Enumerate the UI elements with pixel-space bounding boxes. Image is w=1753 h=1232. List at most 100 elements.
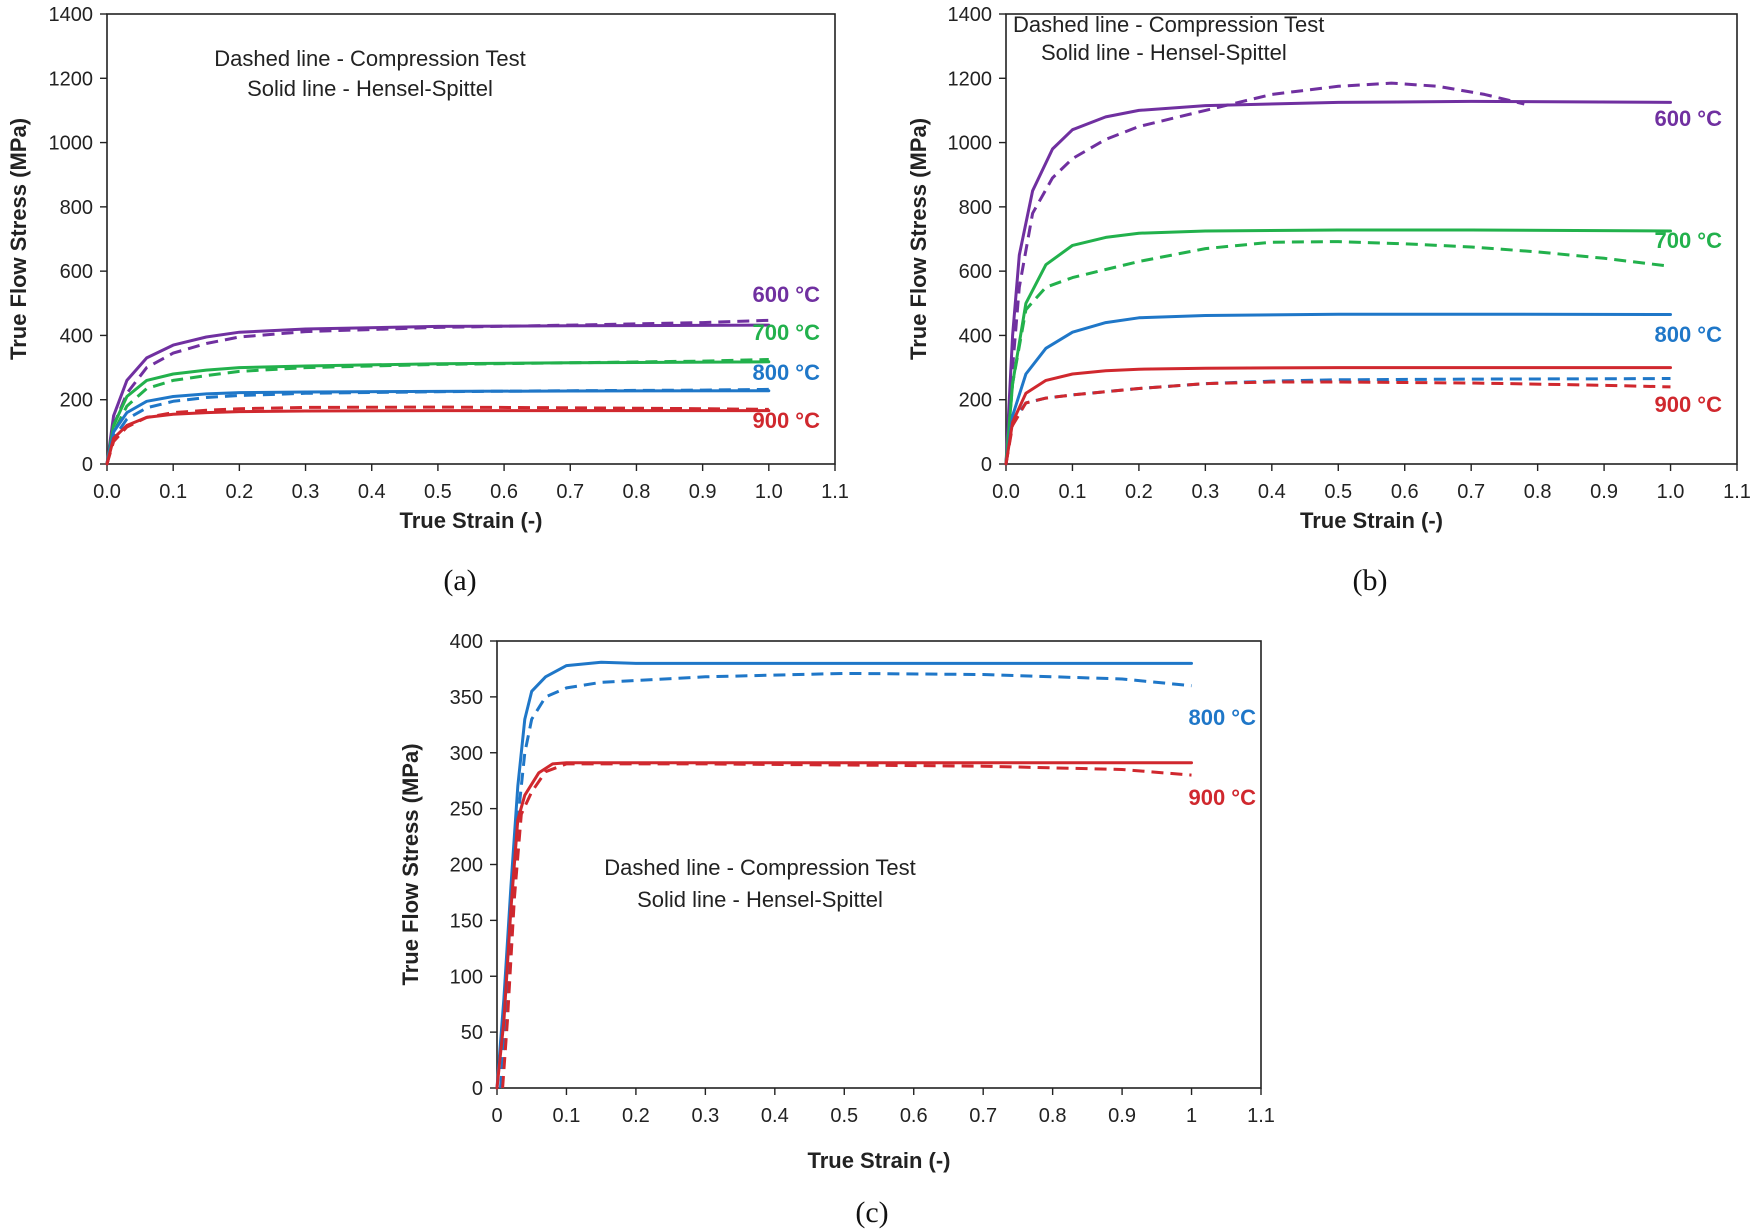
x-tick-label: 0.3	[292, 481, 320, 503]
y-axis-title: True Flow Stress (MPa)	[6, 118, 31, 360]
y-tick-label: 600	[60, 261, 93, 283]
x-tick-label: 0.6	[1391, 481, 1419, 503]
y-tick-label: 200	[450, 855, 483, 877]
series-label-600: 600 °C	[1654, 106, 1722, 131]
series-line-solid-900	[1004, 366, 1672, 466]
series-label-700: 700 °C	[1654, 228, 1722, 253]
x-tick-label: 0.8	[1524, 481, 1552, 503]
series-line-dashed-800	[1004, 377, 1671, 465]
x-tick-label: 0.1	[159, 481, 187, 503]
y-tick-label: 1200	[948, 68, 993, 90]
x-tick-label: 0.3	[1191, 481, 1219, 503]
legend-note: Dashed line - Compression Test	[1013, 12, 1324, 37]
x-tick-label: 0.3	[691, 1105, 719, 1127]
legend-note: Dashed line - Compression Test	[214, 46, 525, 71]
x-tick-label: 0.4	[358, 481, 386, 503]
x-tick-label: 0.8	[623, 481, 651, 503]
x-tick-label: 0	[491, 1105, 502, 1127]
x-tick-label: 0.7	[1457, 481, 1485, 503]
series-line-solid-900	[105, 409, 771, 466]
y-tick-label: 400	[450, 631, 483, 653]
y-tick-label: 400	[959, 325, 992, 347]
chart-a: 0.0 0.1 0.2 0.3 0.4 0.5 0.6 0.7 0.8 0.9 1.0 1.1 0 200…	[6, 4, 849, 597]
x-tick-label: 0.9	[1108, 1105, 1136, 1127]
series-line-dashed-900	[105, 405, 769, 465]
legend-note: Dashed line - Compression Test	[604, 855, 915, 880]
x-tick-label: 0.9	[1590, 481, 1618, 503]
series-line-dashed-700	[105, 358, 769, 465]
series-label-800: 800 °C	[752, 360, 820, 385]
series-label-900: 900 °C	[752, 408, 820, 433]
series-label-900: 900 °C	[1654, 392, 1722, 417]
series-line-solid-900	[495, 761, 1193, 1090]
y-tick-label: 100	[450, 966, 483, 988]
y-tick-label: 250	[450, 799, 483, 821]
y-tick-label: 350	[450, 687, 483, 709]
x-tick-label: 0.2	[225, 481, 253, 503]
x-tick-label: 1	[1186, 1105, 1197, 1127]
series-line-solid-800	[105, 389, 771, 466]
x-tick-label: 0.6	[490, 481, 518, 503]
chart-b: 0.0 0.1 0.2 0.3 0.4 0.5 0.6 0.7 0.8 0.9 1.0 1.1 0 200…	[906, 4, 1751, 597]
y-tick-label: 1400	[948, 4, 993, 26]
series-line-dashed-800	[105, 387, 769, 465]
y-tick-label: 1200	[49, 68, 94, 90]
chart-caption: (c)	[855, 1196, 888, 1229]
y-tick-label: 300	[450, 743, 483, 765]
x-tick-label: 0.5	[830, 1105, 858, 1127]
series-line-dashed-700	[1004, 240, 1671, 465]
x-tick-label: 0.5	[424, 481, 452, 503]
legend-note: Solid line - Hensel-Spittel	[637, 887, 883, 912]
y-tick-label: 0	[82, 454, 93, 476]
y-axis-title: True Flow Stress (MPa)	[398, 743, 423, 985]
x-tick-label: 0.0	[93, 481, 121, 503]
chart-caption: (b)	[1353, 564, 1388, 597]
legend-note: Solid line - Hensel-Spittel	[247, 76, 493, 101]
plot-frame	[1005, 13, 1738, 465]
x-tick-label: 1.0	[755, 481, 783, 503]
legend-note: Solid line - Hensel-Spittel	[1041, 40, 1287, 65]
y-tick-label: 1400	[49, 4, 94, 26]
x-tick-label: 0.9	[689, 481, 717, 503]
x-tick-label: 0.1	[1059, 481, 1087, 503]
y-tick-label: 600	[959, 261, 992, 283]
series-label-700: 700 °C	[752, 320, 820, 345]
series-line-dashed-600	[1004, 81, 1525, 465]
x-tick-label: 0.1	[553, 1105, 581, 1127]
x-tick-label: 0.4	[761, 1105, 789, 1127]
x-tick-label: 0.5	[1324, 481, 1352, 503]
y-tick-label: 800	[60, 197, 93, 219]
x-tick-label: 0.4	[1258, 481, 1286, 503]
y-tick-label: 400	[60, 325, 93, 347]
x-tick-label: 1.1	[1247, 1105, 1275, 1127]
series-label-800: 800 °C	[1654, 322, 1722, 347]
x-tick-label: 0.2	[622, 1105, 650, 1127]
series-line-solid-800	[495, 660, 1193, 1090]
y-tick-label: 1000	[49, 133, 94, 155]
series-label-800: 800 °C	[1188, 705, 1256, 730]
y-axis-title: True Flow Stress (MPa)	[906, 118, 931, 360]
x-tick-label: 0.0	[992, 481, 1020, 503]
x-tick-label: 1.1	[821, 481, 849, 503]
x-tick-label: 0.7	[969, 1105, 997, 1127]
y-tick-label: 50	[461, 1022, 483, 1044]
chart-caption: (a)	[443, 564, 476, 597]
y-tick-label: 0	[981, 454, 992, 476]
x-tick-label: 0.6	[900, 1105, 928, 1127]
x-axis-title: True Strain (-)	[399, 508, 542, 533]
plot-frame	[106, 13, 836, 465]
x-tick-label: 0.8	[1039, 1105, 1067, 1127]
y-tick-label: 800	[959, 197, 992, 219]
series-label-900: 900 °C	[1188, 785, 1256, 810]
x-axis-title: True Strain (-)	[807, 1148, 950, 1173]
y-tick-label: 150	[450, 910, 483, 932]
series-line-dashed-900	[501, 762, 1192, 1089]
y-tick-label: 0	[472, 1078, 483, 1100]
series-line-solid-600	[1004, 99, 1672, 466]
y-tick-label: 200	[959, 390, 992, 412]
y-tick-label: 200	[60, 390, 93, 412]
chart-c: 0 0.1 0.2 0.3 0.4 0.5 0.6 0.7 0.8 0.9 1 1.1 0 50 100 15…	[398, 631, 1275, 1229]
series-label-600: 600 °C	[752, 282, 820, 307]
series-line-solid-700	[1004, 228, 1672, 466]
